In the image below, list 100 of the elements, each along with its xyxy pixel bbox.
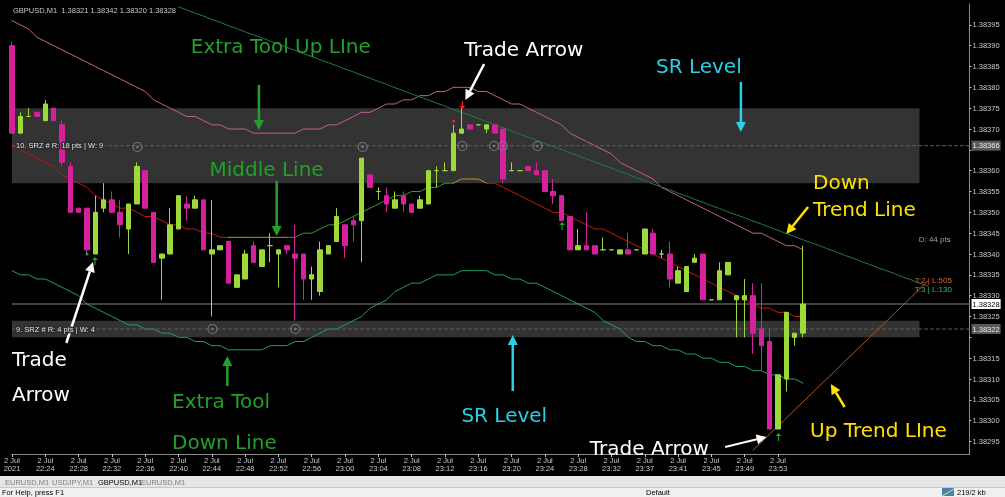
candlestick	[342, 224, 348, 259]
candlestick	[742, 278, 747, 338]
candlestick	[550, 178, 556, 205]
candlestick	[351, 216, 356, 242]
candlestick	[334, 207, 339, 242]
candlestick	[51, 107, 56, 122]
candlestick	[93, 195, 98, 255]
candlestick	[142, 170, 148, 209]
candlestick	[251, 241, 256, 263]
candlestick	[467, 124, 473, 130]
candlestick	[9, 41, 15, 134]
line-series	[11, 270, 804, 384]
candlestick	[417, 195, 423, 209]
candlestick	[301, 253, 306, 301]
candlestick	[409, 203, 414, 213]
candlestick	[484, 124, 489, 134]
candlestick	[43, 99, 48, 122]
candlestick	[159, 253, 165, 301]
candlestick	[242, 249, 248, 280]
candlestick	[68, 161, 73, 213]
candlestick	[101, 182, 106, 213]
candlestick	[117, 199, 123, 238]
candlestick	[534, 161, 539, 176]
candlestick	[234, 274, 240, 288]
candlestick	[559, 195, 564, 222]
candlestick	[434, 166, 439, 188]
annotation: T:2 | L:505	[914, 276, 953, 285]
candlestick	[784, 311, 789, 392]
candlestick	[376, 186, 381, 201]
candlestick	[392, 191, 398, 209]
candlestick	[525, 166, 531, 172]
annotation: Up Trend LIne	[810, 418, 947, 442]
candlestick	[442, 161, 448, 172]
candlestick	[367, 174, 373, 188]
candlestick	[18, 111, 23, 134]
line-series	[11, 20, 804, 251]
candlestick	[717, 261, 722, 301]
candlestick	[126, 203, 131, 255]
annotation: Trade Arrow	[11, 347, 70, 406]
annotation: Extra Tool Up LIne	[190, 34, 371, 58]
candlestick	[759, 282, 764, 372]
candlestick	[617, 249, 623, 255]
annotation: Middle Line	[209, 157, 324, 181]
candlestick	[459, 107, 464, 134]
candlestick	[176, 195, 181, 230]
candlestick	[684, 266, 689, 292]
candlestick	[650, 228, 656, 255]
candlestick	[625, 232, 631, 255]
annotation: Extra Tool Down Line	[172, 389, 277, 454]
candlestick	[750, 282, 756, 355]
candlestick	[76, 207, 81, 213]
candlestick	[792, 332, 797, 347]
candlestick	[542, 170, 548, 192]
candlestick	[492, 124, 498, 134]
candlestick	[151, 211, 156, 263]
candlestick	[451, 124, 456, 172]
candlestick	[276, 249, 281, 288]
candlestick	[34, 111, 40, 117]
candlestick	[401, 191, 406, 213]
candlestick	[384, 186, 389, 213]
candlestick	[326, 245, 331, 255]
candlestick	[800, 245, 806, 338]
candlestick	[317, 241, 323, 297]
candlestick	[734, 295, 739, 338]
candlestick	[575, 228, 581, 251]
candlestick	[700, 253, 706, 301]
annotation: T:3 | L:130	[914, 285, 953, 294]
candlestick	[567, 216, 573, 251]
candlestick	[592, 245, 598, 255]
candlestick	[642, 228, 648, 255]
candlestick	[209, 199, 215, 317]
candlestick	[292, 224, 298, 322]
candlestick	[767, 328, 772, 430]
annotation: Down Trend Line	[812, 170, 916, 221]
candlestick	[675, 266, 681, 284]
candlestick	[725, 261, 731, 276]
annotation: SR Level	[655, 54, 742, 78]
candlestick	[192, 195, 198, 209]
candlestick	[184, 195, 190, 222]
candlestick	[267, 232, 273, 263]
candlestick	[109, 191, 115, 213]
candlestick	[600, 236, 606, 251]
annotation: D: 44 pts	[918, 235, 951, 244]
line-series	[178, 6, 929, 287]
candlestick	[167, 207, 173, 255]
candlestick	[259, 249, 265, 267]
candlestick	[284, 245, 290, 255]
annotation: SR Level	[461, 403, 548, 427]
candlestick	[584, 211, 589, 251]
candlestick	[426, 170, 431, 205]
candlestick	[134, 161, 140, 205]
candlestick	[217, 245, 223, 251]
candlestick	[201, 199, 206, 251]
annotation: Trade Arrow	[463, 37, 584, 61]
candlestick	[667, 241, 673, 288]
candlestick	[692, 253, 697, 263]
candlestick	[775, 374, 781, 430]
line-series	[286, 182, 454, 238]
candlestick	[359, 157, 364, 263]
candlestick	[226, 241, 231, 284]
